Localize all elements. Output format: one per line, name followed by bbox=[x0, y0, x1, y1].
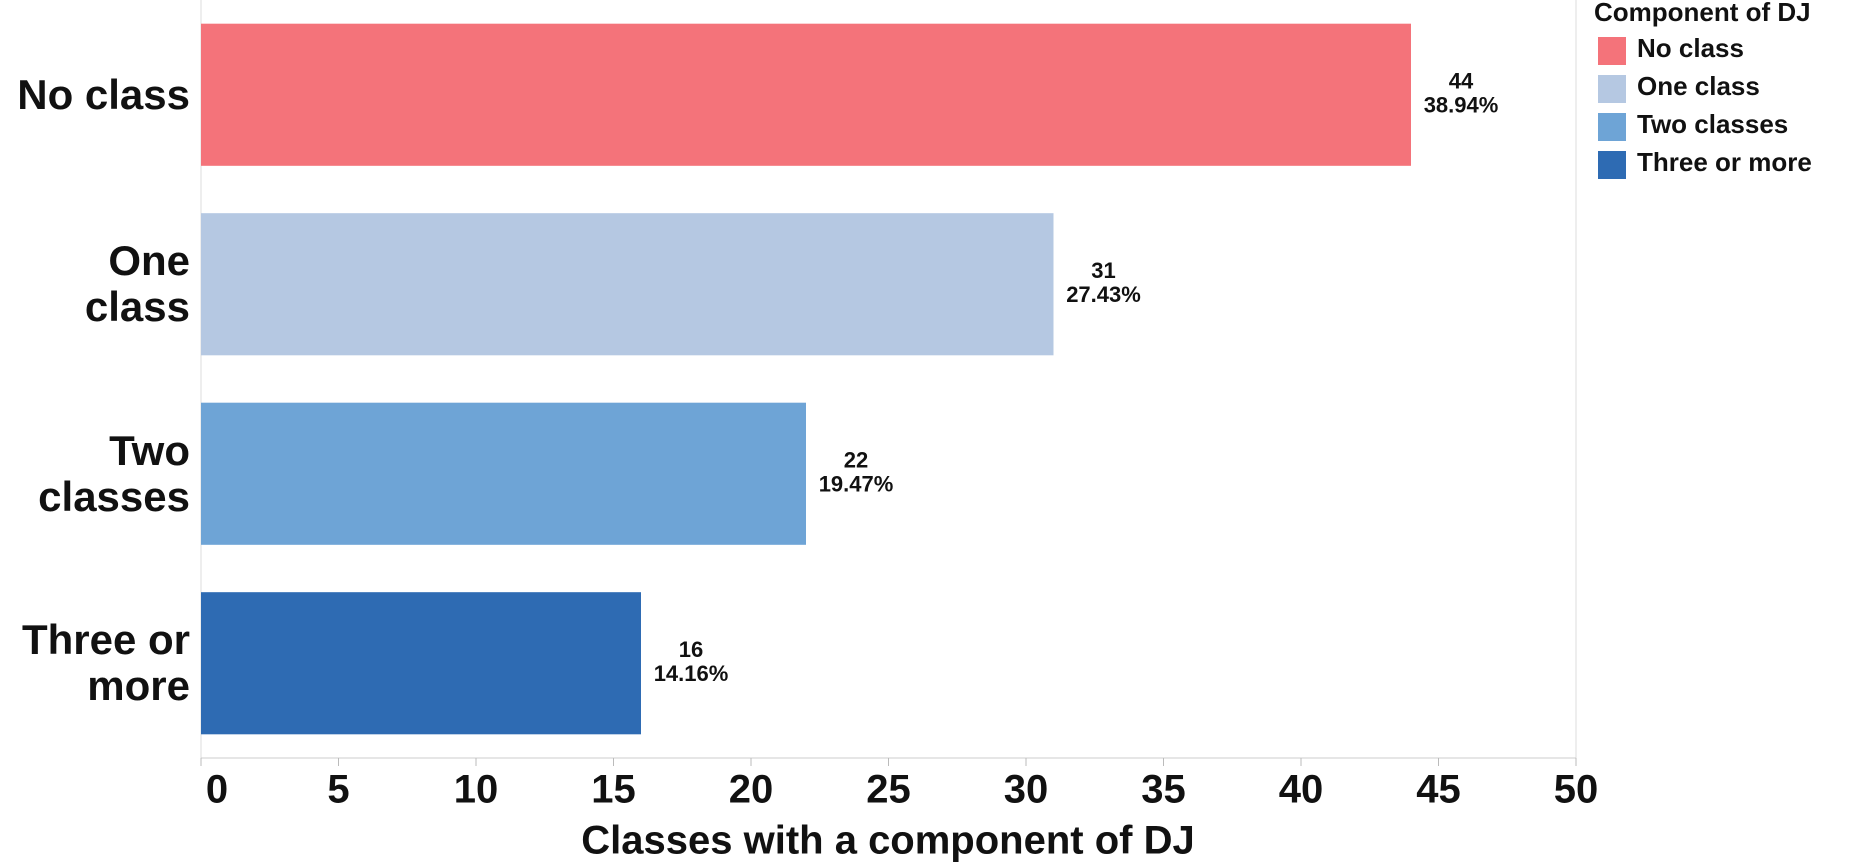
bar bbox=[201, 23, 1411, 166]
x-tick-label: 10 bbox=[454, 768, 499, 812]
legend-title: Component of DJ bbox=[1594, 0, 1811, 27]
bar bbox=[201, 402, 806, 545]
legend-label: Three or more bbox=[1637, 147, 1812, 177]
x-tick-label: 40 bbox=[1279, 768, 1324, 812]
x-tick-label: 20 bbox=[729, 768, 774, 812]
value-label: 31 bbox=[1091, 258, 1115, 283]
legend-swatch bbox=[1598, 151, 1626, 179]
x-tick-label: 45 bbox=[1416, 768, 1461, 812]
x-tick-label: 30 bbox=[1004, 768, 1049, 812]
value-label: 16 bbox=[679, 637, 703, 662]
category-label: Three or more bbox=[21, 616, 190, 710]
category-label: No class bbox=[17, 70, 190, 118]
category-label: One class bbox=[84, 237, 190, 331]
x-tick-label: 25 bbox=[866, 768, 911, 812]
value-label: 22 bbox=[844, 448, 868, 473]
x-tick-label: 35 bbox=[1141, 768, 1186, 812]
legend-swatch bbox=[1598, 37, 1626, 65]
legend-label: Two classes bbox=[1637, 109, 1788, 139]
category-label: Two classes bbox=[38, 426, 190, 520]
legend-label: One class bbox=[1637, 71, 1760, 101]
percent-label: 38.94% bbox=[1424, 93, 1499, 118]
legend-swatch bbox=[1598, 113, 1626, 141]
bar bbox=[201, 213, 1054, 356]
percent-label: 14.16% bbox=[654, 661, 729, 686]
legend-swatch bbox=[1598, 75, 1626, 103]
bar bbox=[201, 592, 641, 735]
percent-label: 19.47% bbox=[819, 472, 894, 497]
x-tick-label: 0 bbox=[206, 768, 228, 812]
percent-label: 27.43% bbox=[1066, 282, 1141, 307]
x-tick-label: 15 bbox=[591, 768, 636, 812]
legend-label: No class bbox=[1637, 33, 1744, 63]
value-label: 44 bbox=[1449, 69, 1474, 94]
x-tick-label: 50 bbox=[1554, 768, 1599, 812]
x-tick-label: 5 bbox=[327, 768, 349, 812]
x-axis-title: Classes with a component of DJ bbox=[581, 819, 1194, 863]
